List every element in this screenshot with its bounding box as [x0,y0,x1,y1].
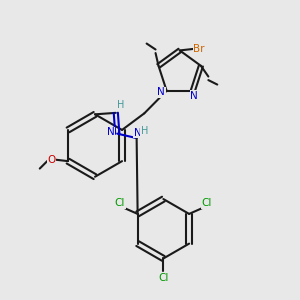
Text: Cl: Cl [115,199,125,208]
Text: O: O [47,155,56,165]
Text: N: N [134,128,142,138]
Text: Br: Br [193,44,205,54]
Text: H: H [118,100,125,110]
Text: Cl: Cl [158,273,169,283]
Text: Cl: Cl [202,199,212,208]
Text: N: N [190,91,198,101]
Text: N: N [158,87,165,97]
Text: H: H [141,126,148,136]
Text: N: N [107,127,115,137]
